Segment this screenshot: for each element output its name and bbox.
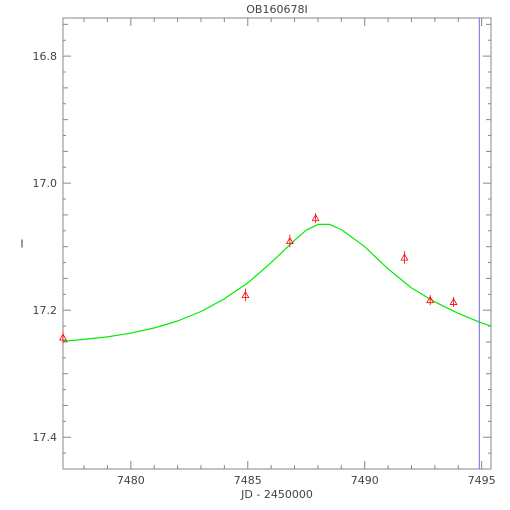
data-point bbox=[241, 288, 250, 302]
y-axis-label: I bbox=[20, 238, 23, 251]
triangle-marker bbox=[426, 295, 435, 304]
x-tick-label: 7480 bbox=[117, 474, 145, 487]
model-curve bbox=[62, 223, 492, 342]
model-curve-path bbox=[62, 223, 492, 342]
triangle-marker bbox=[285, 236, 294, 244]
data-point bbox=[311, 213, 320, 224]
x-tick-label: 7490 bbox=[351, 474, 379, 487]
y-tick-label: 16.8 bbox=[33, 50, 58, 63]
y-tick-label: 17.4 bbox=[33, 431, 58, 444]
data-point bbox=[449, 296, 458, 308]
data-point bbox=[285, 234, 294, 248]
plot-frame bbox=[62, 17, 492, 470]
data-point bbox=[426, 294, 435, 306]
data-point bbox=[59, 331, 67, 344]
x-axis-label: JD - 2450000 bbox=[240, 488, 313, 501]
chart-title: OB160678I bbox=[246, 3, 307, 16]
triangle-marker bbox=[400, 253, 409, 261]
y-axis-ticks: 16.8 17.0 17.2 17.4 bbox=[33, 23, 491, 470]
data-point bbox=[400, 251, 409, 264]
photometry-points bbox=[59, 213, 458, 344]
triangle-marker bbox=[59, 333, 67, 341]
triangle-marker bbox=[449, 297, 458, 305]
y-tick-label: 17.0 bbox=[33, 177, 58, 190]
plot-border bbox=[62, 17, 492, 470]
x-tick-label: 7485 bbox=[234, 474, 262, 487]
triangle-marker bbox=[311, 213, 320, 222]
x-axis-ticks: 7480 7485 7490 7495 bbox=[83, 18, 496, 487]
triangle-marker bbox=[241, 290, 250, 298]
y-tick-label: 17.2 bbox=[33, 304, 58, 317]
x-tick-label: 7495 bbox=[468, 474, 496, 487]
